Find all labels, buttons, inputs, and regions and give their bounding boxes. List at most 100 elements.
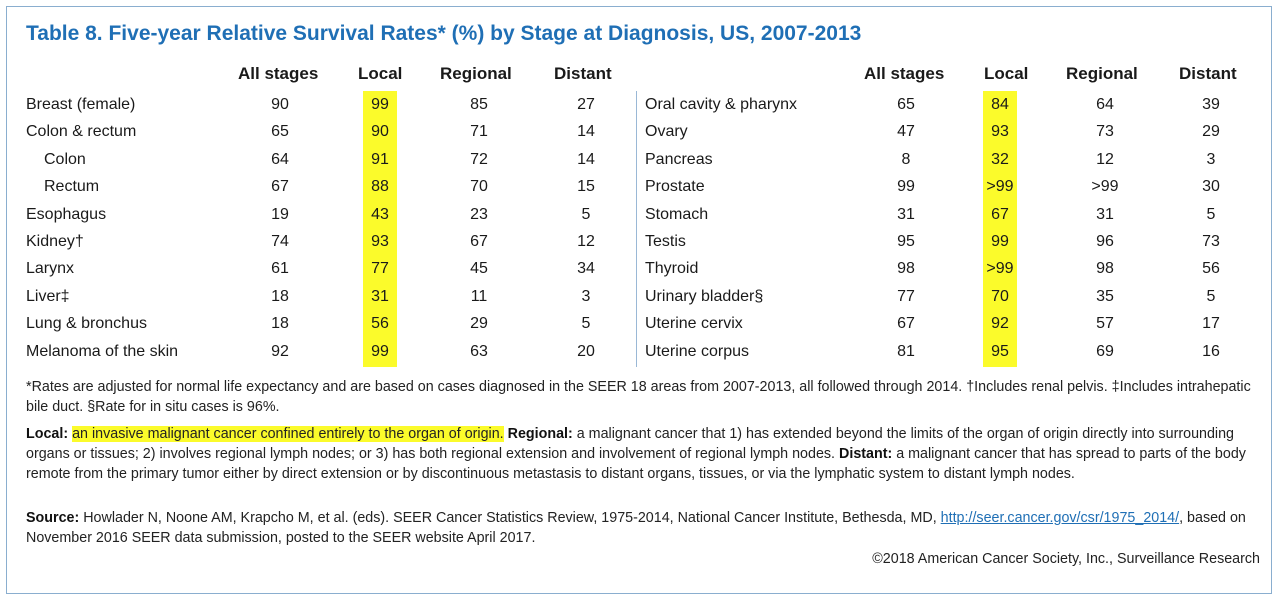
value-regional: 85 [470,96,488,113]
header-all-stages-right: All stages [864,64,945,83]
cancer-site-name: Rectum [44,178,100,196]
value-all: 64 [271,150,289,168]
value-local: 77 [371,260,389,278]
value-regional: 73 [1096,123,1114,141]
cancer-site-name: Uterine corpus [645,342,750,360]
value-local: 95 [991,342,1009,360]
table-row: Rectum 67 88 70 15 [0,173,1280,200]
local-def-text: an invasive malignant cancer confined en… [72,426,504,442]
table-title: Table 8. Five-year Relative Survival Rat… [26,22,862,45]
value-all: 65 [271,123,289,141]
value-distant: 29 [1202,123,1220,141]
source-link[interactable]: http://seer.cancer.gov/csr/1975_2014/ [940,510,1180,526]
value-local: 32 [991,150,1009,168]
value-regional: 67 [470,233,488,250]
table-row: Larynx 61 77 45 34 [0,255,1280,282]
table-row: Urinary bladder§ 77 70 35 5 [0,283,1280,310]
cancer-site-name: Lung & bronchus [26,315,147,333]
value-all: 90 [271,96,289,113]
table-row: Ovary 47 93 73 29 [0,118,1280,145]
cancer-site-name: Colon & rectum [26,123,137,141]
value-local: >99 [986,178,1014,196]
table-row: Liver‡ 18 31 11 3 [0,283,1280,310]
value-local: 93 [991,123,1009,141]
value-local: 88 [371,178,389,196]
value-all: 8 [901,150,911,168]
value-distant: 20 [577,342,595,360]
value-regional: 72 [470,150,488,168]
table-row: Esophagus 19 43 23 5 [0,201,1280,228]
value-distant: 5 [581,205,591,223]
value-regional: >99 [1091,178,1119,196]
value-all: 61 [271,260,289,278]
cancer-site-name: Oral cavity & pharynx [645,96,798,113]
value-local: 93 [371,233,389,250]
value-local: 99 [371,96,389,113]
value-all: 81 [897,342,915,360]
header-local-left: Local [358,64,403,83]
value-all: 31 [897,205,915,223]
value-distant: 34 [577,260,595,278]
cancer-site-name: Melanoma of the skin [26,342,179,360]
value-distant: 15 [577,178,595,196]
footnote: *Rates are adjusted for normal life expe… [26,379,1251,415]
value-distant: 5 [581,315,591,333]
value-regional: 96 [1096,233,1114,250]
cancer-site-name: Prostate [645,178,705,196]
value-all: 99 [897,178,915,196]
table-row: Pancreas 8 32 12 3 [0,146,1280,173]
value-regional: 64 [1096,96,1114,113]
value-distant: 5 [1206,205,1216,223]
value-regional: 11 [470,287,488,305]
value-distant: 3 [1206,150,1216,168]
value-local: 90 [371,123,389,141]
value-local: 99 [991,233,1009,250]
local-def-label: Local: [26,426,69,442]
value-regional: 35 [1096,287,1114,305]
value-all: 19 [271,205,289,223]
local-highlight-left [363,91,397,367]
value-local: 56 [371,315,389,333]
value-distant: 12 [577,233,595,250]
cancer-site-name: Breast (female) [26,96,136,113]
value-distant: 39 [1202,96,1220,113]
copyright: ©2018 American Cancer Society, Inc., Sur… [872,551,1260,567]
value-regional: 69 [1096,342,1114,360]
value-all: 65 [897,96,915,113]
table-row: Kidney† 74 93 67 12 [0,228,1280,255]
value-distant: 14 [577,150,595,168]
value-distant: 56 [1202,260,1220,278]
value-regional: 29 [470,315,488,333]
value-regional: 23 [470,205,488,223]
value-local: 43 [371,205,389,223]
table-row: Melanoma of the skin 92 99 63 20 [0,338,1280,365]
value-regional: 57 [1096,315,1114,333]
value-all: 47 [897,123,915,141]
value-distant: 3 [581,287,591,305]
value-all: 67 [271,178,289,196]
table-row: Stomach 31 67 31 5 [0,201,1280,228]
value-distant: 16 [1202,342,1220,360]
value-regional: 31 [1096,205,1114,223]
value-distant: 17 [1202,315,1220,333]
cancer-site-name: Testis [645,233,686,250]
header-all-stages-left: All stages [238,64,319,83]
cancer-site-name: Esophagus [26,205,107,223]
column-divider [636,91,637,367]
value-local: 67 [991,205,1009,223]
header-regional-left: Regional [440,64,512,83]
value-distant: 5 [1206,287,1216,305]
cancer-site-name: Colon [44,150,86,168]
value-regional: 70 [470,178,488,196]
value-regional: 45 [470,260,488,278]
source-text-after: , based on November 2016 SEER data submi… [26,510,1246,546]
value-regional: 12 [1096,150,1114,168]
value-local: 92 [991,315,1009,333]
value-local: 31 [371,287,389,305]
cancer-site-name: Uterine cervix [645,315,743,333]
source-label: Source: [26,510,80,526]
cancer-site-name: Urinary bladder§ [645,287,764,305]
regional-def-text: a malignant cancer that 1) has extended … [26,426,1235,462]
table-frame [6,6,1272,594]
value-distant: 14 [577,123,595,141]
